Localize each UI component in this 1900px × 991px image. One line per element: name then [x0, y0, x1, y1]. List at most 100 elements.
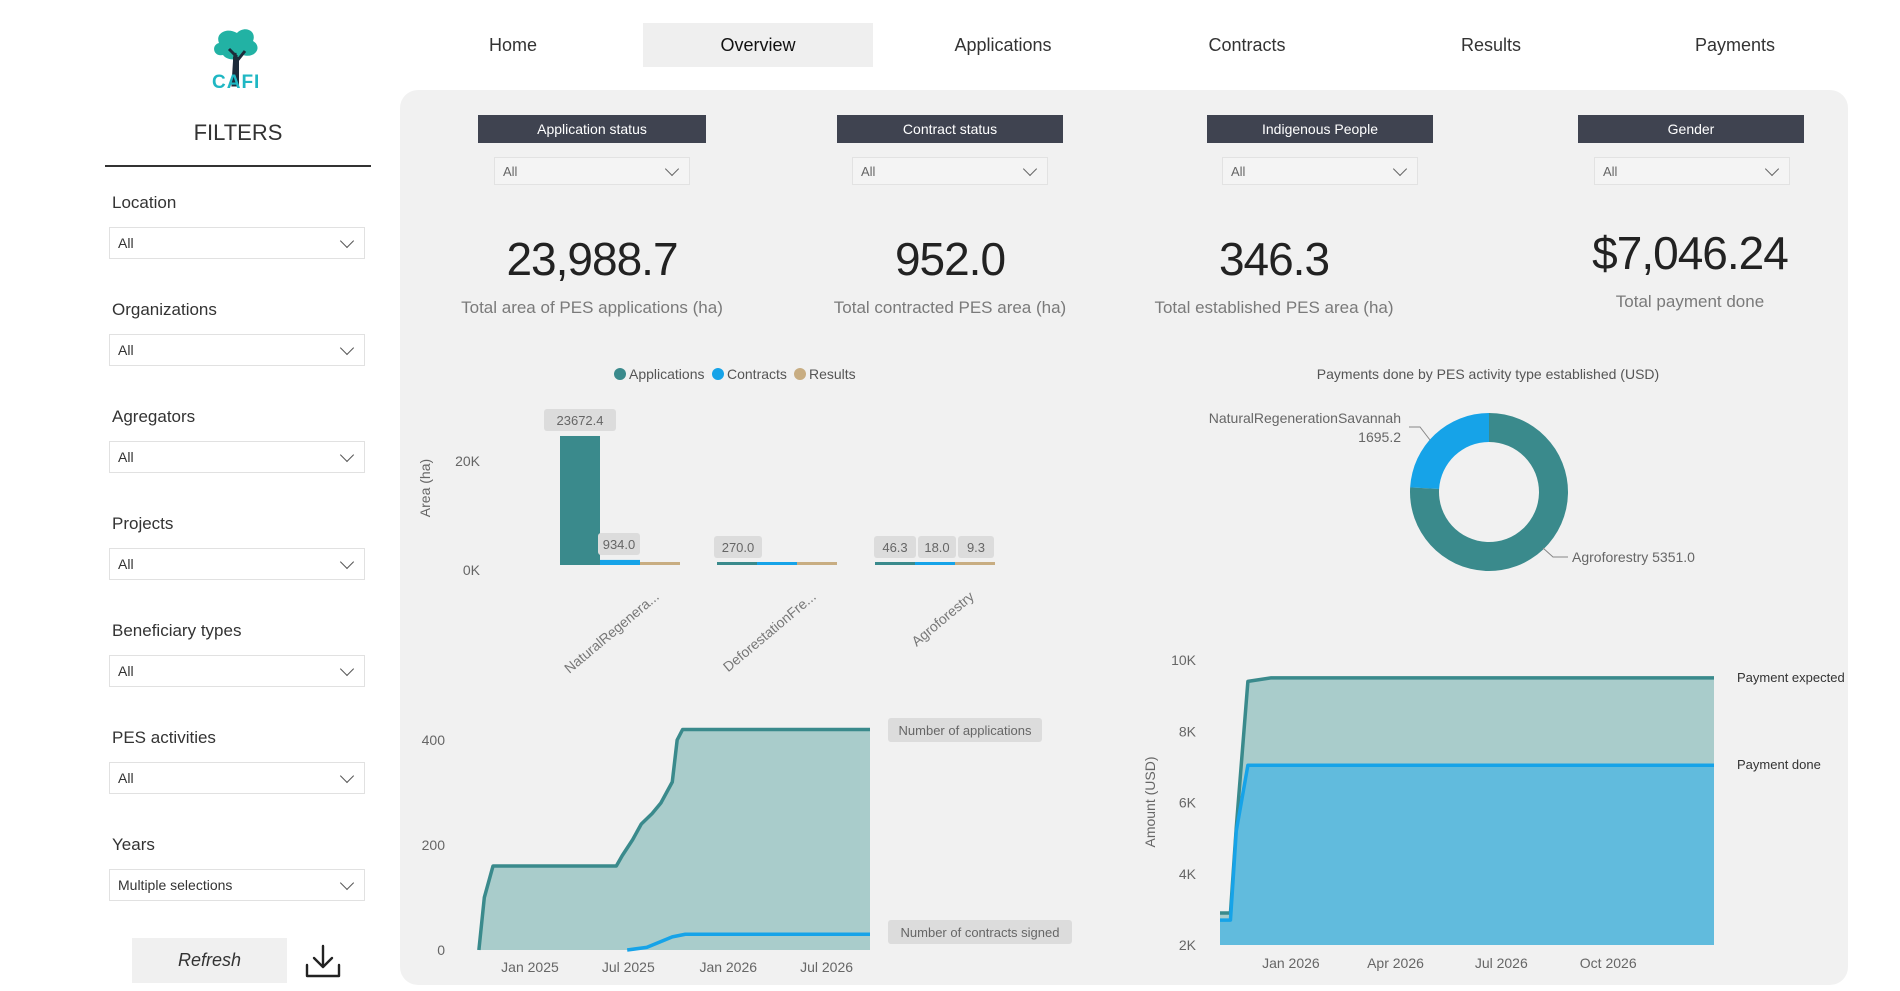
bar-contracts-2 — [915, 562, 955, 565]
bar-category-label-1: DeforestationFre... — [720, 588, 819, 675]
bar-applications-1 — [717, 562, 757, 565]
agregators-dropdown[interactable]: All — [109, 441, 365, 473]
contract-status-dropdown[interactable]: All — [852, 157, 1048, 185]
filter-label-organizations: Organizations — [112, 300, 217, 319]
application-status-dropdown[interactable]: All — [494, 157, 690, 185]
legend-label-applications: Applications — [629, 366, 705, 382]
bar-category-label-0: NaturalRegenera... — [561, 588, 662, 676]
area2-ytick-2: 6K — [1179, 795, 1197, 811]
area2-xtick-3: Oct 2026 — [1580, 955, 1637, 971]
location-dropdown-value: All — [118, 235, 134, 251]
location-dropdown[interactable]: All — [109, 227, 365, 259]
beneficiary-types-dropdown[interactable]: All — [109, 655, 365, 687]
kpi-established-area-label: Total established PES area (ha) — [1154, 298, 1394, 317]
area1-ytick-0: 400 — [422, 732, 446, 748]
legend-label-results: Results — [809, 366, 856, 382]
organizations-dropdown[interactable]: All — [109, 334, 365, 366]
projects-dropdown[interactable]: All — [109, 548, 365, 580]
slicer-title-gender: Gender — [1578, 115, 1804, 143]
donut-title: Payments done by PES activity type estab… — [1317, 366, 1659, 382]
filter-label-beneficiary-types: Beneficiary types — [112, 621, 242, 640]
area1-ytick-2: 0 — [437, 942, 445, 958]
area1-xtick-0: Jan 2025 — [501, 959, 559, 975]
donut-leader-1 — [1542, 547, 1568, 558]
application-status-value: All — [503, 163, 518, 179]
area2-ytick-3: 4K — [1179, 866, 1197, 882]
slicer-title-indigenous-people: Indigenous People — [1207, 115, 1433, 143]
donut-leader-0 — [1409, 426, 1431, 441]
filter-label-projects: Projects — [112, 514, 174, 533]
tab-results[interactable]: Results — [1460, 34, 1522, 55]
gender-dropdown[interactable]: All — [1594, 157, 1790, 185]
bar-label-results-2-bg — [958, 536, 994, 558]
area2-ytick-4: 2K — [1179, 937, 1197, 953]
area2-xtick-0: Jan 2026 — [1262, 955, 1320, 971]
area1-series-label-contracts-bg — [888, 920, 1072, 944]
area1-xtick-1: Jul 2025 — [602, 959, 655, 975]
indigenous-people-dropdown[interactable]: All — [1222, 157, 1418, 185]
legend-dot-contracts — [712, 368, 724, 380]
area1-ytick-1: 200 — [422, 837, 446, 853]
legend-dot-applications — [614, 368, 626, 380]
bar-label-applications-0-bg — [544, 409, 616, 431]
donut-slice-1-label: Agroforestry 5351.0 — [1572, 549, 1695, 565]
bar-label-contracts-2: 18.0 — [924, 540, 949, 555]
bar-contracts-0 — [600, 559, 640, 565]
beneficiary-types-dropdown-value: All — [118, 663, 134, 679]
tab-payments[interactable]: Payments — [1694, 34, 1776, 55]
area2-xtick-2: Jul 2026 — [1475, 955, 1528, 971]
bar-label-contracts-0-bg — [598, 533, 640, 555]
area1-fill-0 — [478, 729, 870, 950]
bar-label-results-2: 9.3 — [967, 540, 985, 555]
area1-xtick-3: Jul 2026 — [800, 959, 853, 975]
donut-slice-0-name: NaturalRegenerationSavannah — [1209, 410, 1401, 426]
area2-series-label-done: Payment done — [1737, 757, 1821, 772]
filter-label-location: Location — [112, 193, 177, 212]
agregators-dropdown-value: All — [118, 449, 134, 465]
bar-applications-0 — [560, 435, 600, 565]
kpi-contracted-area-value: 952.0 — [894, 233, 1006, 285]
filters-divider — [105, 165, 371, 167]
area2-ytick-1: 8K — [1179, 723, 1197, 739]
bar-label-contracts-0: 934.0 — [603, 537, 636, 552]
area2-ylabel: Amount (USD) — [1142, 756, 1158, 847]
area2-ytick-0: 10K — [1171, 652, 1197, 668]
logo-text: CAFI — [212, 72, 261, 93]
area1-line-1 — [626, 932, 870, 952]
tab-applications[interactable]: Applications — [954, 34, 1052, 55]
years-dropdown[interactable]: Multiple selections — [109, 869, 365, 901]
donut-slice-1 — [1409, 413, 1568, 571]
pes-activities-dropdown[interactable]: All — [109, 762, 365, 794]
kpi-payment-done-label: Total payment done — [1615, 292, 1765, 311]
gender-value: All — [1603, 163, 1618, 179]
legend-label-contracts: Contracts — [727, 366, 787, 382]
kpi-established-area-value: 346.3 — [1218, 233, 1330, 285]
bar-category-label-2: Agroforestry — [908, 588, 977, 649]
cafi-logo — [214, 29, 258, 87]
bar-ytick-0k: 0K — [463, 562, 481, 578]
area1-line-0 — [477, 727, 870, 951]
tab-overview[interactable]: Overview — [643, 23, 873, 67]
kpi-payment-done-value: $7,046.24 — [1592, 227, 1789, 279]
tab-contracts[interactable]: Contracts — [1208, 34, 1286, 55]
bar-ytick-20k: 20K — [455, 453, 481, 469]
slicer-title-application-status: Application status — [478, 115, 706, 143]
filters-title: FILTERS — [193, 120, 283, 145]
area1-series-label-applications-bg — [888, 718, 1042, 742]
tab-home[interactable]: Home — [488, 34, 537, 55]
refresh-button[interactable]: Refresh — [132, 938, 287, 983]
area2-fill-1 — [1220, 765, 1714, 945]
bar-label-applications-1: 270.0 — [722, 540, 755, 555]
bar-label-contracts-2-bg — [918, 536, 956, 558]
filter-label-agregators: Agregators — [112, 407, 196, 426]
download-icon[interactable] — [303, 943, 343, 981]
area2-line-1 — [1220, 763, 1714, 922]
filter-label-years: Years — [112, 835, 155, 854]
area1-series-label-applications: Number of applications — [899, 723, 1032, 738]
kpi-contracted-area-label: Total contracted PES area (ha) — [833, 298, 1067, 317]
bar-applications-2 — [875, 562, 915, 565]
contract-status-value: All — [861, 163, 876, 179]
indigenous-people-value: All — [1231, 163, 1246, 179]
